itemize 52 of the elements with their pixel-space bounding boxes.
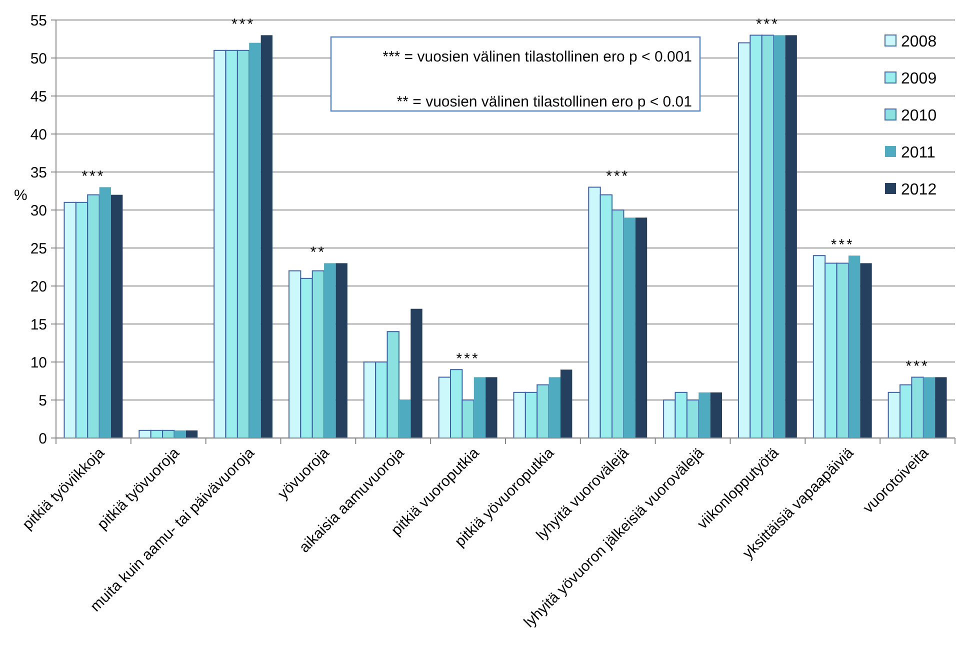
- annotation: *** = vuosien välinen tilastollinen ero p < 0.001: [382, 48, 692, 66]
- bar: [848, 256, 860, 438]
- bar: [774, 35, 786, 438]
- bar: [785, 35, 797, 438]
- annotation: **: [310, 244, 326, 262]
- y-tick-label: 15: [30, 316, 47, 334]
- y-axis-title: %: [14, 187, 28, 204]
- annotation: ***: [830, 236, 854, 254]
- annotation: ***: [756, 16, 780, 34]
- bar: [548, 377, 560, 438]
- bar: [99, 187, 111, 438]
- bar: [324, 263, 336, 438]
- y-tick-label: 55: [30, 12, 47, 30]
- y-tick-label: 0: [38, 430, 47, 448]
- bar: [560, 370, 572, 438]
- bar: [486, 377, 498, 438]
- annotation: ***: [906, 358, 930, 376]
- annotation: ***: [82, 168, 106, 186]
- bar: [860, 263, 872, 438]
- bar: [398, 400, 411, 438]
- legend-label: 2011: [901, 144, 936, 162]
- legend-label: 2009: [901, 70, 937, 88]
- y-tick-label: 35: [30, 164, 47, 182]
- bar: [260, 35, 273, 438]
- annotation: ***: [606, 168, 630, 186]
- y-tick-label: 40: [30, 126, 47, 144]
- bar: [923, 377, 936, 438]
- bar: [410, 308, 422, 438]
- y-tick-label: 20: [30, 278, 47, 296]
- legend-label: 2010: [901, 108, 937, 125]
- annotation: ** = vuosien välinen tilastollinen ero p < 0.01: [396, 93, 692, 110]
- legend-label: 2012: [901, 182, 937, 199]
- bar: [698, 392, 710, 438]
- annotation: ***: [456, 350, 480, 368]
- y-tick-label: 50: [30, 50, 47, 68]
- y-tick-label: 10: [30, 354, 47, 372]
- y-tick-label: 30: [30, 202, 47, 220]
- y-tick-label: 5: [38, 392, 47, 410]
- bar: [624, 218, 636, 438]
- bar: [249, 42, 261, 438]
- bar: [935, 377, 947, 438]
- y-tick-label: 45: [30, 88, 47, 106]
- bar: [474, 377, 486, 438]
- annotation: ***: [232, 16, 256, 34]
- bar: [186, 430, 198, 438]
- y-tick-label: 25: [30, 240, 47, 258]
- bar: [635, 218, 648, 438]
- legend-label: 2008: [901, 34, 937, 51]
- bar: [174, 430, 186, 438]
- bar: [336, 263, 348, 438]
- bar: [710, 392, 722, 438]
- bar: [110, 194, 123, 438]
